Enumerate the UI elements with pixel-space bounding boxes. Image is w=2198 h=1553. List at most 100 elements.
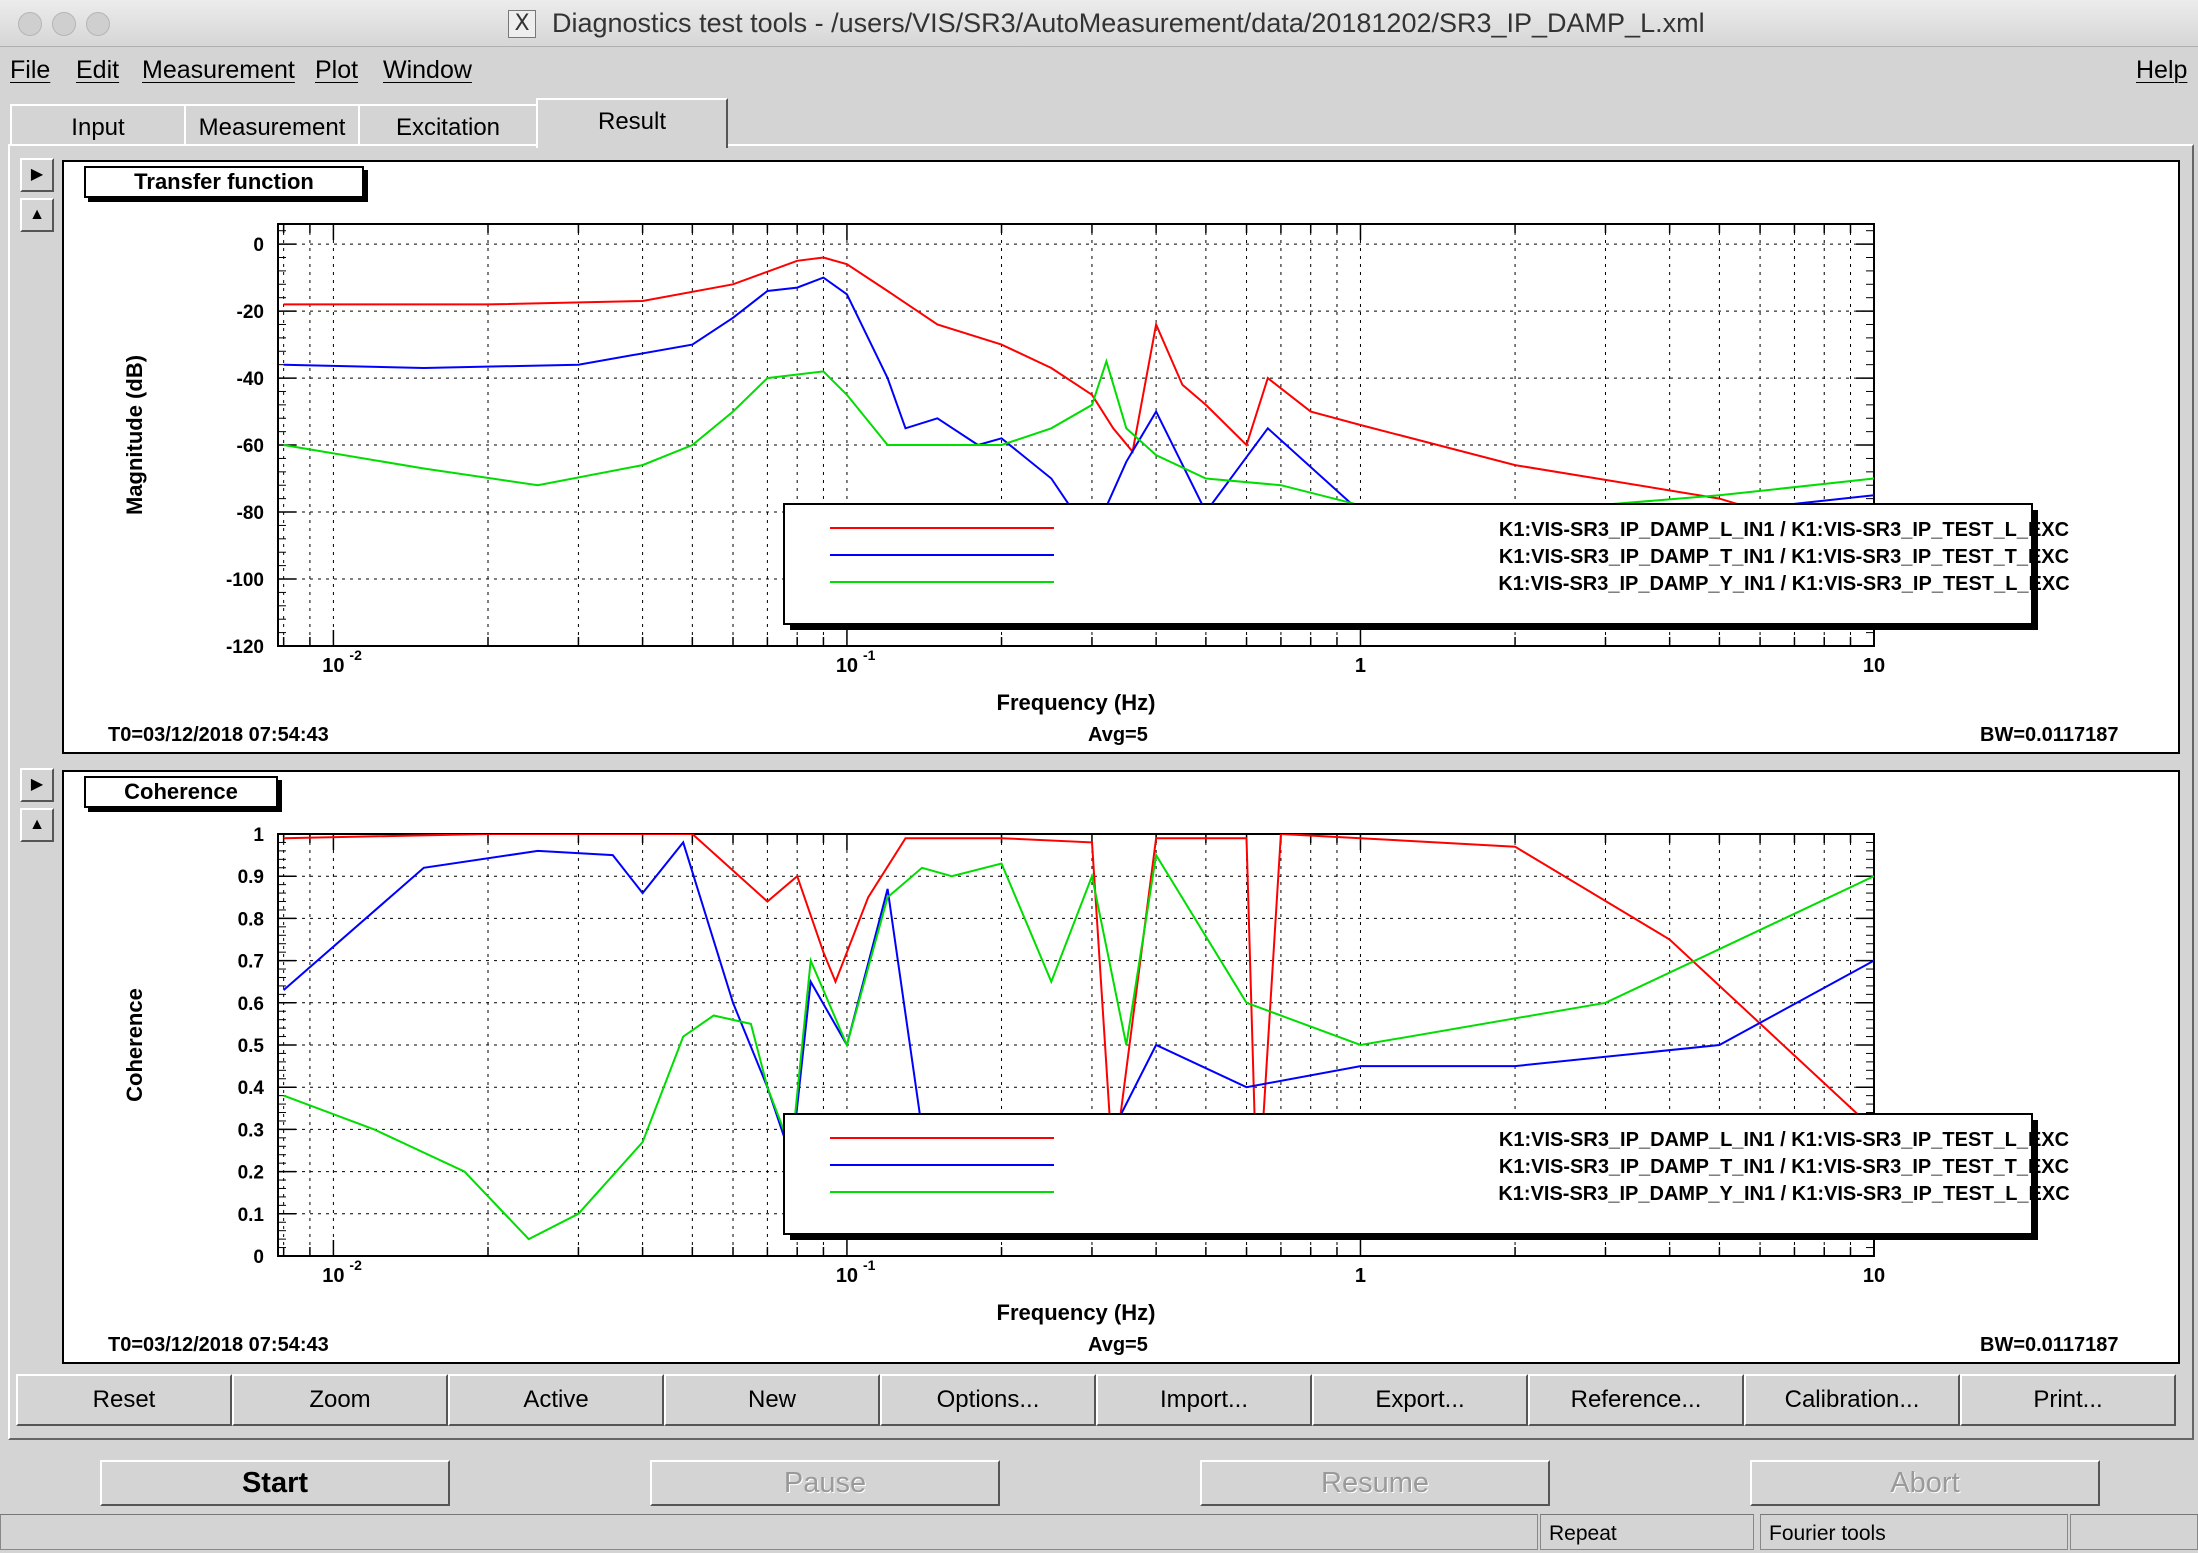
series-line-1 <box>282 840 1874 1215</box>
pause-button[interactable]: Pause <box>650 1460 1000 1506</box>
legend-entry-0: K1:VIS-SR3_IP_DAMP_L_IN1 / K1:VIS-SR3_IP… <box>1499 1129 2069 1151</box>
coherence-panel-title: Coherence <box>84 776 278 808</box>
y-tick-label: 0.4 <box>238 1078 265 1099</box>
triangle-right-icon: ▶ <box>30 776 44 793</box>
start-button[interactable]: Start <box>100 1460 450 1506</box>
y-tick-label: 0.6 <box>238 994 264 1015</box>
options-button[interactable]: Options... <box>880 1374 1096 1426</box>
y-tick-label: -40 <box>237 369 264 390</box>
y-tick-label: 0.9 <box>238 867 264 888</box>
menu-file[interactable]: File <box>10 56 51 84</box>
coherence-panel[interactable]: Coherence 1 0.9 0.8 0.7 0.6 0.5 0.4 0.3 0.2 0.1 0 1… <box>62 770 2180 1364</box>
triangle-up-icon: ▲ <box>29 206 45 223</box>
coherence-bw-label: BW=0.0117187 <box>1980 1334 2119 1356</box>
window-titlebar: X Diagnostics test tools - /users/VIS/SR… <box>0 0 2198 47</box>
status-extra <box>2070 1514 2198 1550</box>
coherence-plot[interactable]: 1 0.9 0.8 0.7 0.6 0.5 0.4 0.3 0.2 0.1 0 10 -2 10 -1 1 10… <box>64 772 2178 1362</box>
transfer-function-panel[interactable]: Transfer function 0 -20 -40 -60 -80 -100 -120 1… <box>62 160 2180 754</box>
legend-entry-1: K1:VIS-SR3_IP_DAMP_T_IN1 / K1:VIS-SR3_IP… <box>1499 1156 2069 1178</box>
y-tick-label: 0.1 <box>238 1205 265 1226</box>
tab-measurement[interactable]: Measurement <box>184 104 360 146</box>
menu-measurement[interactable]: Measurement <box>142 56 295 84</box>
y-axis-label: Coherence <box>122 988 147 1102</box>
series-line-1 <box>283 276 1874 541</box>
x-axis-label: Frequency (Hz) <box>997 690 1156 715</box>
new-button[interactable]: New <box>664 1374 880 1426</box>
y-axis-label: Magnitude (dB) <box>122 355 147 515</box>
legend-entry-2: K1:VIS-SR3_IP_DAMP_Y_IN1 / K1:VIS-SR3_IP… <box>1498 573 2069 595</box>
calibration-button[interactable]: Calibration... <box>1744 1374 1960 1426</box>
x-tick-label: 10 <box>836 655 858 677</box>
tab-excitation[interactable]: Excitation <box>358 104 538 146</box>
series-line-2 <box>283 852 1874 1241</box>
zoom-button[interactable]: Zoom <box>232 1374 448 1426</box>
export-button[interactable]: Export... <box>1312 1374 1528 1426</box>
menu-help[interactable]: Help <box>2136 56 2188 84</box>
transfer-bw-label: BW=0.0117187 <box>1980 724 2119 746</box>
transfer-panel-title: Transfer function <box>84 166 364 198</box>
import-button[interactable]: Import... <box>1096 1374 1312 1426</box>
menu-bar: File Edit Measurement Plot Window Help <box>0 50 2198 96</box>
x-tick-label: 10 <box>1863 1265 1885 1287</box>
menu-edit[interactable]: Edit <box>76 56 120 84</box>
tab-input[interactable]: Input <box>10 104 186 146</box>
x-tick-exponent: -1 <box>863 647 876 663</box>
transfer-function-plot[interactable]: 0 -20 -40 -60 -80 -100 -120 10 -2 10 -1 1 10 Frequenc… <box>64 162 2178 752</box>
panel2-collapse-button[interactable]: ▲ <box>20 808 54 842</box>
result-content-area <box>8 144 2194 1440</box>
tab-result[interactable]: Result <box>536 98 728 148</box>
y-tick-label: -80 <box>237 503 264 524</box>
x-tick-label: 10 <box>1863 655 1885 677</box>
reference-button[interactable]: Reference... <box>1528 1374 1744 1426</box>
triangle-up-icon: ▲ <box>29 816 45 833</box>
legend-box <box>783 503 2033 625</box>
y-tick-label: -60 <box>237 436 264 457</box>
panel1-expand-button[interactable]: ▶ <box>20 158 54 192</box>
y-tick-label: 0 <box>253 235 264 256</box>
series-line-0 <box>283 256 1874 547</box>
y-tick-label: 1 <box>253 825 264 846</box>
y-tick-label: -120 <box>226 637 264 658</box>
x-axis-label: Frequency (Hz) <box>997 1300 1156 1325</box>
active-button[interactable]: Active <box>448 1374 664 1426</box>
status-message <box>0 1514 1538 1550</box>
menu-plot[interactable]: Plot <box>315 56 359 84</box>
x11-app-icon: X <box>508 10 536 38</box>
close-window-button[interactable] <box>18 12 42 36</box>
x-tick-label: 10 <box>836 1265 858 1287</box>
reset-button[interactable]: Reset <box>16 1374 232 1426</box>
panel2-expand-button[interactable]: ▶ <box>20 768 54 802</box>
y-tick-label: -100 <box>226 570 264 591</box>
x-tick-label: 10 <box>322 1265 344 1287</box>
panel1-collapse-button[interactable]: ▲ <box>20 198 54 232</box>
resume-button[interactable]: Resume <box>1200 1460 1550 1506</box>
y-tick-label: 0 <box>253 1247 264 1268</box>
maximize-window-button[interactable] <box>86 12 110 36</box>
abort-button[interactable]: Abort <box>1750 1460 2100 1506</box>
legend-box <box>783 1113 2033 1235</box>
x-tick-label: 1 <box>1355 655 1366 677</box>
x-tick-exponent: -2 <box>349 647 362 663</box>
y-tick-label: 0.8 <box>238 909 264 930</box>
y-tick-label: 0.7 <box>238 952 264 973</box>
y-tick-label: -20 <box>237 302 264 323</box>
coherence-avg-label: Avg=5 <box>1088 1334 1148 1356</box>
print-button[interactable]: Print... <box>1960 1374 2176 1426</box>
series-line-2 <box>283 357 1874 514</box>
minimize-window-button[interactable] <box>52 12 76 36</box>
legend-entry-0: K1:VIS-SR3_IP_DAMP_L_IN1 / K1:VIS-SR3_IP… <box>1499 519 2069 541</box>
x-tick-label: 1 <box>1355 1265 1366 1287</box>
menu-window[interactable]: Window <box>383 56 472 84</box>
legend-entry-1: K1:VIS-SR3_IP_DAMP_T_IN1 / K1:VIS-SR3_IP… <box>1499 546 2069 568</box>
window-title: Diagnostics test tools - /users/VIS/SR3/… <box>552 8 1705 38</box>
y-tick-label: 0.3 <box>238 1120 264 1141</box>
status-fourier-tools: Fourier tools <box>1760 1514 2068 1550</box>
transfer-avg-label: Avg=5 <box>1088 724 1148 746</box>
y-tick-label: 0.5 <box>238 1036 265 1057</box>
x-tick-label: 10 <box>322 655 344 677</box>
x-tick-exponent: -2 <box>349 1257 362 1273</box>
status-repeat: Repeat <box>1540 1514 1754 1550</box>
series-line-0 <box>283 834 1874 1214</box>
y-tick-label: 0.2 <box>238 1163 264 1184</box>
coherence-t0-label: T0=03/12/2018 07:54:43 <box>108 1334 329 1356</box>
